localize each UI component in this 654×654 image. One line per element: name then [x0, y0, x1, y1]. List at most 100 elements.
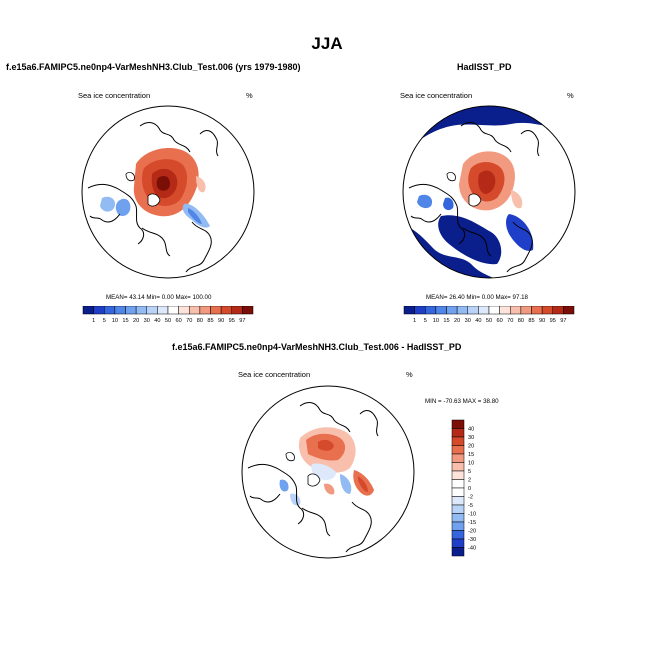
panel-1-colorbar-tick-label: 30 [144, 318, 150, 324]
panel-1-colorbar-tick-label: 20 [133, 318, 139, 324]
panel-2-colorbar-tick-label: 1 [413, 318, 416, 324]
panel-2-title: HadISST_PD [457, 62, 512, 72]
panel-3-colorbar-swatch [451, 436, 465, 446]
panel-3-colorbar-tick-label: -10 [468, 512, 476, 518]
panel-1-colorbar-tick-label: 90 [218, 318, 224, 324]
panel-2-colorbar-tick-label: 20 [454, 318, 460, 324]
panel-2-colorbar-swatch [425, 306, 437, 315]
panel-3-colorbar-tick-label: -2 [468, 495, 473, 501]
panel-1-colorbar-swatch [231, 306, 243, 315]
panel-1-colorbar-swatch [93, 306, 105, 315]
panel-1-colorbar-swatch [167, 306, 179, 315]
panel-1-colorbar-swatch [157, 306, 169, 315]
panel-3-colorbar-swatch [451, 419, 465, 429]
panel-3-variable-label: Sea ice concentration [238, 370, 311, 379]
panel-2-colorbar: 1 5 10 15 20 30 40 50 60 70 80 85 90 95 97 [403, 306, 575, 324]
panel-2-colorbar-swatch [563, 306, 575, 315]
panel-2-colorbar-tick-label: 90 [539, 318, 545, 324]
panel-3-colorbar-tick-label: -15 [468, 520, 476, 526]
panel-3-colorbar-tick-label: 20 [468, 444, 474, 450]
panel-1-colorbar-swatch [125, 306, 137, 315]
panel-1-colorbar: 1 5 10 15 20 30 40 50 60 70 80 85 90 95 97 [82, 306, 254, 324]
panel-1-colorbar-tick-label: 60 [176, 318, 182, 324]
panel-1-colorbar-swatch [114, 306, 126, 315]
panel-1-colorbar-tick-label: 80 [197, 318, 203, 324]
panel-1-colorbar-tick-label: 85 [207, 318, 213, 324]
panel-1-colorbar-swatch [82, 306, 94, 315]
panel-2-colorbar-tick-label: 10 [433, 318, 439, 324]
panel-2-colorbar-swatch [541, 306, 553, 315]
panel-3-colorbar-swatch [451, 479, 465, 489]
panel-3-colorbar-swatch [451, 462, 465, 472]
panel-2-colorbar-tick-label: 50 [486, 318, 492, 324]
panel-2-colorbar-swatch [467, 306, 479, 315]
panel-3-colorbar-tick-label: 30 [468, 435, 474, 441]
panel-1-title: f.e15a6.FAMIPC5.ne0np4-VarMeshNH3.Club_T… [6, 62, 301, 72]
panel-3-colorbar-swatch [451, 521, 465, 531]
panel-3-colorbar-tick-label: -30 [468, 537, 476, 543]
panel-3-colorbar-swatch [451, 547, 465, 557]
panel-1-colorbar-tick-label: 40 [154, 318, 160, 324]
panel-1-colorbar-swatch [210, 306, 222, 315]
panel-2-colorbar-tick-label: 70 [507, 318, 513, 324]
panel-1-colorbar-tick-label: 10 [112, 318, 118, 324]
panel-3-colorbar-swatch [451, 530, 465, 540]
panel-3-colorbar-swatch [451, 496, 465, 506]
panel-2-stats: MEAN= 26.40 Min= 0.00 Max= 97.18 [426, 294, 528, 301]
panel-1-colorbar-tick-label: 5 [103, 318, 106, 324]
panel-3-colorbar-tick-label: -5 [468, 503, 473, 509]
panel-2-colorbar-swatch [499, 306, 511, 315]
panel-2-colorbar-tick-label: 40 [475, 318, 481, 324]
panel-2-colorbar-tick-label: 85 [528, 318, 534, 324]
panel-2-colorbar-swatch [456, 306, 468, 315]
panel-3-colorbar-swatch [451, 428, 465, 438]
panel-1-colorbar-tick-label: 70 [186, 318, 192, 324]
panel-1-colorbar-swatch [135, 306, 147, 315]
panel-1-colorbar-tick-label: 50 [165, 318, 171, 324]
panel-1-colorbar-tick-label: 15 [122, 318, 128, 324]
panel-2-polar-map [402, 105, 576, 279]
panel-2-colorbar-tick-label: 5 [424, 318, 427, 324]
panel-1-polar-map [81, 105, 255, 279]
panel-1-units-label: % [246, 91, 253, 100]
panel-2-colorbar-swatch [446, 306, 458, 315]
panel-2-colorbar-tick-label: 97 [560, 318, 566, 324]
panel-3-colorbar-tick-label: 10 [468, 461, 474, 467]
panel-2-colorbar-swatch [531, 306, 543, 315]
panel-2-colorbar-tick-label: 30 [465, 318, 471, 324]
panel-1-colorbar-swatch [146, 306, 158, 315]
panel-2-colorbar-swatch [520, 306, 532, 315]
panel-2-colorbar-tick-label: 60 [497, 318, 503, 324]
panel-2-colorbar-tick-label: 95 [550, 318, 556, 324]
panel-2-colorbar-swatch [552, 306, 564, 315]
figure-title: JJA [311, 34, 343, 53]
panel-1-colorbar-swatch [220, 306, 232, 315]
panel-2-colorbar-swatch [488, 306, 500, 315]
panel-3-colorbar-tick-label: 15 [468, 452, 474, 458]
panel-1-colorbar-tick-label: 1 [92, 318, 95, 324]
panel-2-colorbar-swatch [478, 306, 490, 315]
panel-2-colorbar-swatch [435, 306, 447, 315]
panel-1-colorbar-tick-label: 97 [239, 318, 245, 324]
panel-2-colorbar-tick-label: 80 [518, 318, 524, 324]
panel-3-colorbar-swatch [451, 445, 465, 455]
panel-3-colorbar-swatch [451, 513, 465, 523]
panel-3-colorbar-swatch [451, 504, 465, 514]
panel-2-units-label: % [567, 91, 574, 100]
panel-2-colorbar-tick-label: 15 [443, 318, 449, 324]
panel-1-colorbar-swatch [199, 306, 211, 315]
panel-3-colorbar-tick-label: -20 [468, 529, 476, 535]
panel-1-colorbar-swatch [178, 306, 190, 315]
panel-3-colorbar-tick-label: -40 [468, 546, 476, 552]
panel-3-colorbar-swatch [451, 470, 465, 480]
panel-1-colorbar-swatch [189, 306, 201, 315]
panel-3-colorbar-tick-label: 0 [468, 486, 471, 492]
panel-2-colorbar-swatch [403, 306, 415, 315]
panel-3-colorbar-tick-label: 2 [468, 478, 471, 484]
panel-1-colorbar-tick-label: 95 [229, 318, 235, 324]
panel-1-stats: MEAN= 43.14 Min= 0.00 Max= 100.00 [106, 294, 212, 301]
panel-1-colorbar-swatch [104, 306, 116, 315]
panel-3-colorbar-tick-label: 40 [468, 427, 474, 433]
panel-3-colorbar-swatch [451, 487, 465, 497]
